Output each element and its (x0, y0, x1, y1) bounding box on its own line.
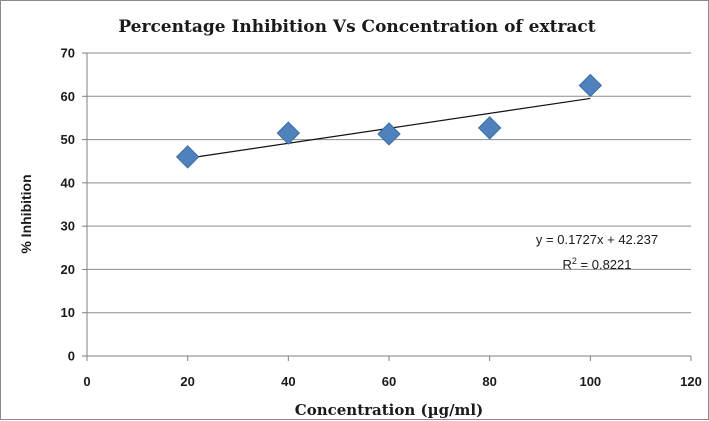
r2-prefix: R (563, 257, 572, 272)
y-tick-label-50: 50 (61, 132, 75, 147)
data-point-4 (477, 116, 502, 140)
y-axis-title: % Inhibition (18, 174, 34, 253)
x-tick-label-100: 100 (579, 374, 601, 389)
data-point-1 (175, 145, 200, 169)
r2-value: = 0.8221 (577, 257, 632, 272)
x-tick-label-0: 0 (83, 374, 90, 389)
trendline-r-squared: R2 = 0.8221 (563, 256, 632, 272)
y-tick-label-30: 30 (61, 219, 75, 234)
data-point-2 (276, 121, 301, 145)
y-tick-label-60: 60 (61, 89, 75, 104)
data-point-5 (578, 73, 603, 98)
x-tick-label-40: 40 (281, 374, 295, 389)
r2-superscript: 2 (572, 256, 577, 266)
chart-title: Percentage Inhibition Vs Concentration o… (118, 17, 595, 37)
x-tick-label-120: 120 (680, 374, 702, 389)
y-tick-label-20: 20 (61, 262, 75, 277)
x-tick-labels: 0 20 40 60 80 100 120 (83, 374, 701, 389)
x-axis-title: Concentration (µg/ml) (295, 401, 483, 419)
axes (82, 52, 692, 361)
data-point-3 (377, 122, 401, 146)
data-points (175, 73, 603, 169)
x-tick-label-80: 80 (482, 374, 496, 389)
y-tick-label-40: 40 (61, 175, 75, 190)
y-tick-label-0: 0 (68, 349, 75, 364)
x-tick-label-20: 20 (180, 374, 194, 389)
y-tick-label-10: 10 (61, 305, 75, 320)
gridlines (87, 52, 691, 314)
trendline-equation: y = 0.1727x + 42.237 (536, 232, 658, 247)
y-tick-labels: 0 10 20 30 40 50 60 70 (61, 46, 75, 364)
y-tick-label-70: 70 (61, 46, 75, 61)
x-tick-label-60: 60 (382, 374, 396, 389)
